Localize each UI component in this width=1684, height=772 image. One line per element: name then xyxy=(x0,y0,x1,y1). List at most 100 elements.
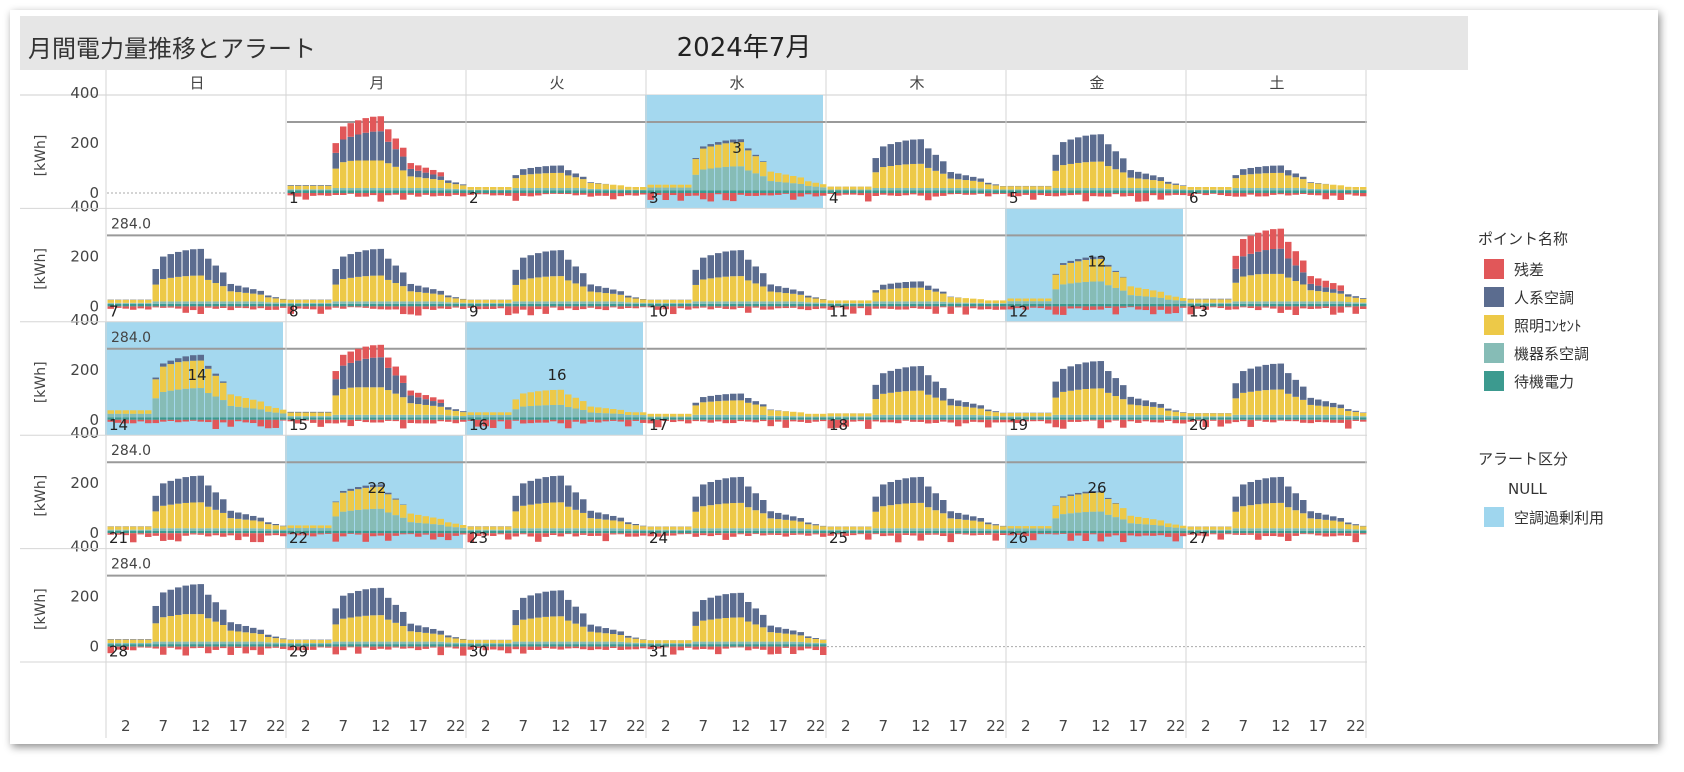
stack-bar xyxy=(632,642,639,645)
stack-bar xyxy=(692,405,699,415)
stack-bar xyxy=(587,188,594,191)
negative-residual-bar xyxy=(1097,419,1104,429)
stack-bar xyxy=(737,592,744,618)
stack-bar xyxy=(655,526,662,530)
stack-bar xyxy=(415,392,422,398)
stack-bar xyxy=(812,186,819,191)
stack-bar xyxy=(347,644,354,647)
stack-bar xyxy=(722,301,729,304)
stack-bar xyxy=(1255,232,1262,252)
stack-bar xyxy=(340,511,347,531)
legend-item-residual[interactable]: 残差 xyxy=(1478,255,1589,283)
stack-bar xyxy=(115,302,122,304)
stack-bar xyxy=(1352,297,1359,303)
stack-bar xyxy=(175,301,182,304)
legend-item-people-ac[interactable]: 人系空調 xyxy=(1478,283,1589,311)
stack-bar xyxy=(265,302,272,304)
stack-bar xyxy=(257,290,264,295)
stack-bar xyxy=(242,417,249,420)
stack-bar xyxy=(1202,187,1209,190)
stack-bar xyxy=(355,530,362,534)
stack-bar xyxy=(527,301,534,304)
stack-bar xyxy=(955,302,962,304)
legend-item-null[interactable]: NULL xyxy=(1478,475,1604,503)
stack-bar xyxy=(175,641,182,645)
negative-residual-bar xyxy=(347,193,354,194)
negative-residual-bar xyxy=(797,193,804,197)
stack-bar xyxy=(467,299,474,303)
stack-bar xyxy=(190,476,197,503)
stack-bar xyxy=(722,528,729,531)
negative-residual-bar xyxy=(715,193,722,195)
day-number: 12 xyxy=(1009,302,1028,320)
negative-residual-bar xyxy=(565,646,572,649)
stack-bar xyxy=(730,417,737,420)
threshold-label: 284.0 xyxy=(111,216,151,232)
legend-item-equipment-ac[interactable]: 機器系空調 xyxy=(1478,339,1589,367)
stack-bar xyxy=(730,190,737,193)
stack-bar xyxy=(1015,301,1022,304)
stack-bar xyxy=(1307,511,1314,519)
legend-item-standby[interactable]: 待機電力 xyxy=(1478,367,1589,395)
stack-bar xyxy=(505,189,512,191)
stack-bar xyxy=(797,183,804,191)
negative-residual-bar xyxy=(565,533,572,535)
stack-bar xyxy=(325,189,332,191)
stack-bar xyxy=(317,303,324,307)
stack-bar xyxy=(197,248,204,276)
x-tick-label: 7 xyxy=(1058,717,1068,735)
stack-bar xyxy=(782,287,789,294)
stack-bar xyxy=(475,529,482,531)
stack-bar xyxy=(257,401,264,410)
stack-bar xyxy=(265,417,272,420)
stack-bar xyxy=(745,301,752,304)
stack-bar xyxy=(325,299,332,303)
stack-bar xyxy=(1232,282,1239,302)
stack-bar xyxy=(527,188,534,191)
stack-bar xyxy=(107,526,114,530)
stack-bar xyxy=(730,400,737,415)
stack-bar xyxy=(1322,406,1329,415)
stack-bar xyxy=(985,524,992,530)
stack-bar xyxy=(910,528,917,531)
stack-bar xyxy=(677,302,684,304)
stack-bar xyxy=(437,530,444,534)
stack-bar xyxy=(565,417,572,420)
stack-bar xyxy=(310,299,317,303)
stack-bar xyxy=(685,644,692,647)
stack-bar xyxy=(602,413,609,418)
day-number: 22 xyxy=(289,529,308,547)
stack-bar xyxy=(827,530,834,534)
negative-residual-bar xyxy=(1262,419,1269,422)
stack-bar xyxy=(190,584,197,615)
stack-bar xyxy=(340,188,347,191)
stack-bar xyxy=(1097,281,1104,304)
negative-residual-bar xyxy=(295,193,302,197)
legend-item-lighting[interactable]: 照明ｺﾝｾﾝﾄ xyxy=(1478,311,1589,339)
legend-item-ac-overuse[interactable]: 空調過剰利用 xyxy=(1478,503,1604,531)
stack-bar xyxy=(1157,403,1164,408)
stack-bar xyxy=(1247,303,1254,307)
stack-bar xyxy=(617,521,624,529)
stack-bar xyxy=(490,412,497,416)
negative-residual-bar xyxy=(377,193,384,202)
stack-bar xyxy=(377,275,384,302)
negative-residual-bar xyxy=(1075,533,1082,536)
negative-residual-bar xyxy=(857,419,864,422)
stack-bar xyxy=(940,528,947,531)
stack-bar xyxy=(430,188,437,191)
stack-bar xyxy=(947,172,954,179)
stack-bar xyxy=(790,641,797,645)
stack-bar xyxy=(1157,520,1164,526)
stack-bar xyxy=(565,620,572,642)
stack-bar xyxy=(1270,301,1277,304)
negative-residual-bar xyxy=(1060,193,1067,196)
stack-bar xyxy=(955,417,962,420)
stack-bar xyxy=(1217,187,1224,190)
stack-bar xyxy=(1090,256,1097,260)
stack-bar xyxy=(955,512,962,520)
stack-bar xyxy=(1330,417,1337,420)
negative-residual-bar xyxy=(227,646,234,655)
negative-residual-bar xyxy=(505,533,512,540)
stack-bar xyxy=(1307,530,1314,534)
